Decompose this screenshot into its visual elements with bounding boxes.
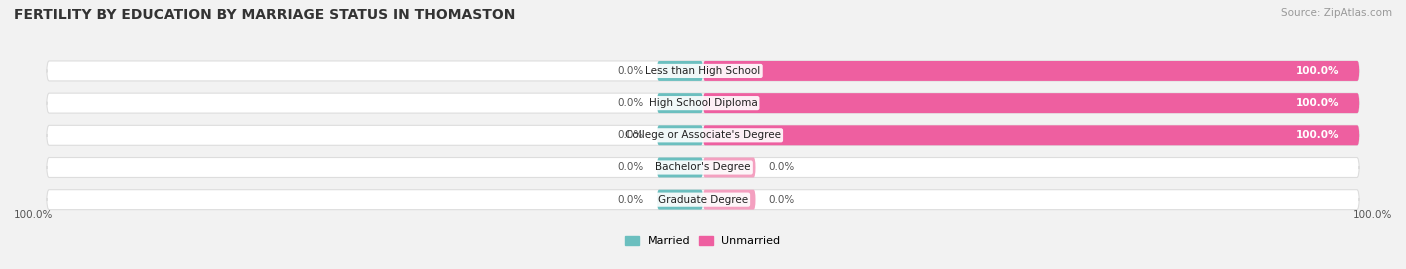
Text: Bachelor's Degree: Bachelor's Degree	[655, 162, 751, 172]
Text: 100.0%: 100.0%	[1296, 98, 1340, 108]
FancyBboxPatch shape	[703, 158, 755, 178]
Text: FERTILITY BY EDUCATION BY MARRIAGE STATUS IN THOMASTON: FERTILITY BY EDUCATION BY MARRIAGE STATU…	[14, 8, 516, 22]
FancyBboxPatch shape	[46, 93, 1360, 113]
Text: 0.0%: 0.0%	[617, 98, 644, 108]
Text: 0.0%: 0.0%	[617, 162, 644, 172]
FancyBboxPatch shape	[46, 190, 1360, 210]
FancyBboxPatch shape	[703, 93, 1360, 113]
FancyBboxPatch shape	[703, 190, 755, 210]
Text: 0.0%: 0.0%	[769, 195, 794, 205]
Text: 100.0%: 100.0%	[1296, 130, 1340, 140]
Text: High School Diploma: High School Diploma	[648, 98, 758, 108]
FancyBboxPatch shape	[657, 125, 703, 145]
Text: Graduate Degree: Graduate Degree	[658, 195, 748, 205]
Text: 0.0%: 0.0%	[617, 195, 644, 205]
Text: 100.0%: 100.0%	[14, 210, 53, 220]
Text: 0.0%: 0.0%	[617, 130, 644, 140]
FancyBboxPatch shape	[46, 61, 1360, 81]
FancyBboxPatch shape	[657, 61, 703, 81]
FancyBboxPatch shape	[46, 125, 1360, 145]
Text: 0.0%: 0.0%	[769, 162, 794, 172]
Text: Source: ZipAtlas.com: Source: ZipAtlas.com	[1281, 8, 1392, 18]
Text: 100.0%: 100.0%	[1353, 210, 1392, 220]
FancyBboxPatch shape	[703, 61, 1360, 81]
Text: College or Associate's Degree: College or Associate's Degree	[626, 130, 780, 140]
FancyBboxPatch shape	[657, 190, 703, 210]
Text: 100.0%: 100.0%	[1296, 66, 1340, 76]
FancyBboxPatch shape	[657, 93, 703, 113]
FancyBboxPatch shape	[46, 158, 1360, 178]
FancyBboxPatch shape	[703, 125, 1360, 145]
Legend: Married, Unmarried: Married, Unmarried	[626, 236, 780, 246]
Text: 0.0%: 0.0%	[617, 66, 644, 76]
FancyBboxPatch shape	[657, 158, 703, 178]
Text: Less than High School: Less than High School	[645, 66, 761, 76]
